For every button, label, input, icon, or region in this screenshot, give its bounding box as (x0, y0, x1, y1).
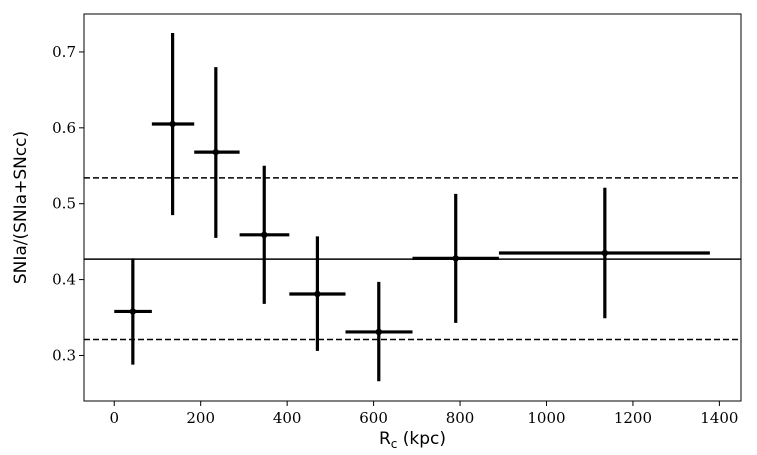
error-bars (114, 32, 710, 382)
data-point (452, 255, 459, 262)
y-tick-label: 0.4 (52, 271, 76, 289)
x-axis-label-subscript: c (391, 437, 398, 451)
y-axis-label: SNIa/(SNIa+SNcc) (11, 131, 31, 284)
data-point (601, 249, 609, 257)
x-tick-label: 400 (273, 409, 302, 427)
x-axis-label-unit: (kpc) (397, 429, 446, 449)
x-tick-label: 200 (186, 409, 215, 427)
y-tick-label: 0.6 (52, 119, 76, 137)
data-point (261, 231, 268, 239)
data-point (169, 120, 176, 128)
x-tick-label: 0 (109, 409, 119, 427)
y-tick-label: 0.5 (52, 195, 76, 213)
data-point (212, 148, 220, 156)
x-tick-label: 800 (446, 409, 475, 427)
data-point (314, 290, 321, 298)
y-tick-label: 0.3 (52, 346, 76, 364)
x-tick-label: 600 (359, 409, 388, 427)
y-tick-label: 0.7 (52, 43, 76, 61)
x-tick-label: 1200 (614, 409, 652, 427)
plot-frame (83, 13, 742, 402)
x-tick-label: 1000 (527, 409, 565, 427)
data-point (129, 308, 137, 315)
x-axis-label: Rc (kpc) (379, 429, 446, 451)
y-axis: 0.3 0.4 0.5 0.6 0.7 (52, 43, 84, 364)
x-axis-label-main: R (379, 429, 391, 449)
x-tick-label: 1400 (700, 409, 738, 427)
data-point (375, 328, 382, 336)
x-axis: 0 200 400 600 800 1000 1200 1400 (109, 401, 738, 427)
